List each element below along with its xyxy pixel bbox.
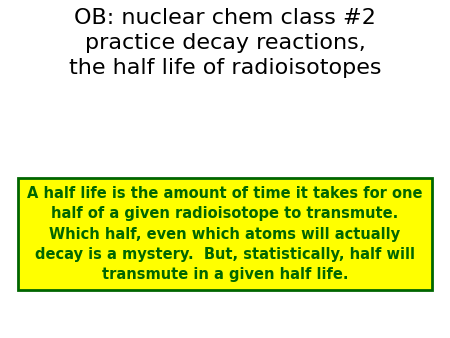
Text: OB: nuclear chem class #2
practice decay reactions,
the half life of radioisotop: OB: nuclear chem class #2 practice decay… bbox=[69, 8, 381, 78]
Text: A half life is the amount of time it takes for one
half of a given radioisotope : A half life is the amount of time it tak… bbox=[27, 186, 423, 282]
Bar bbox=[18, 178, 432, 290]
